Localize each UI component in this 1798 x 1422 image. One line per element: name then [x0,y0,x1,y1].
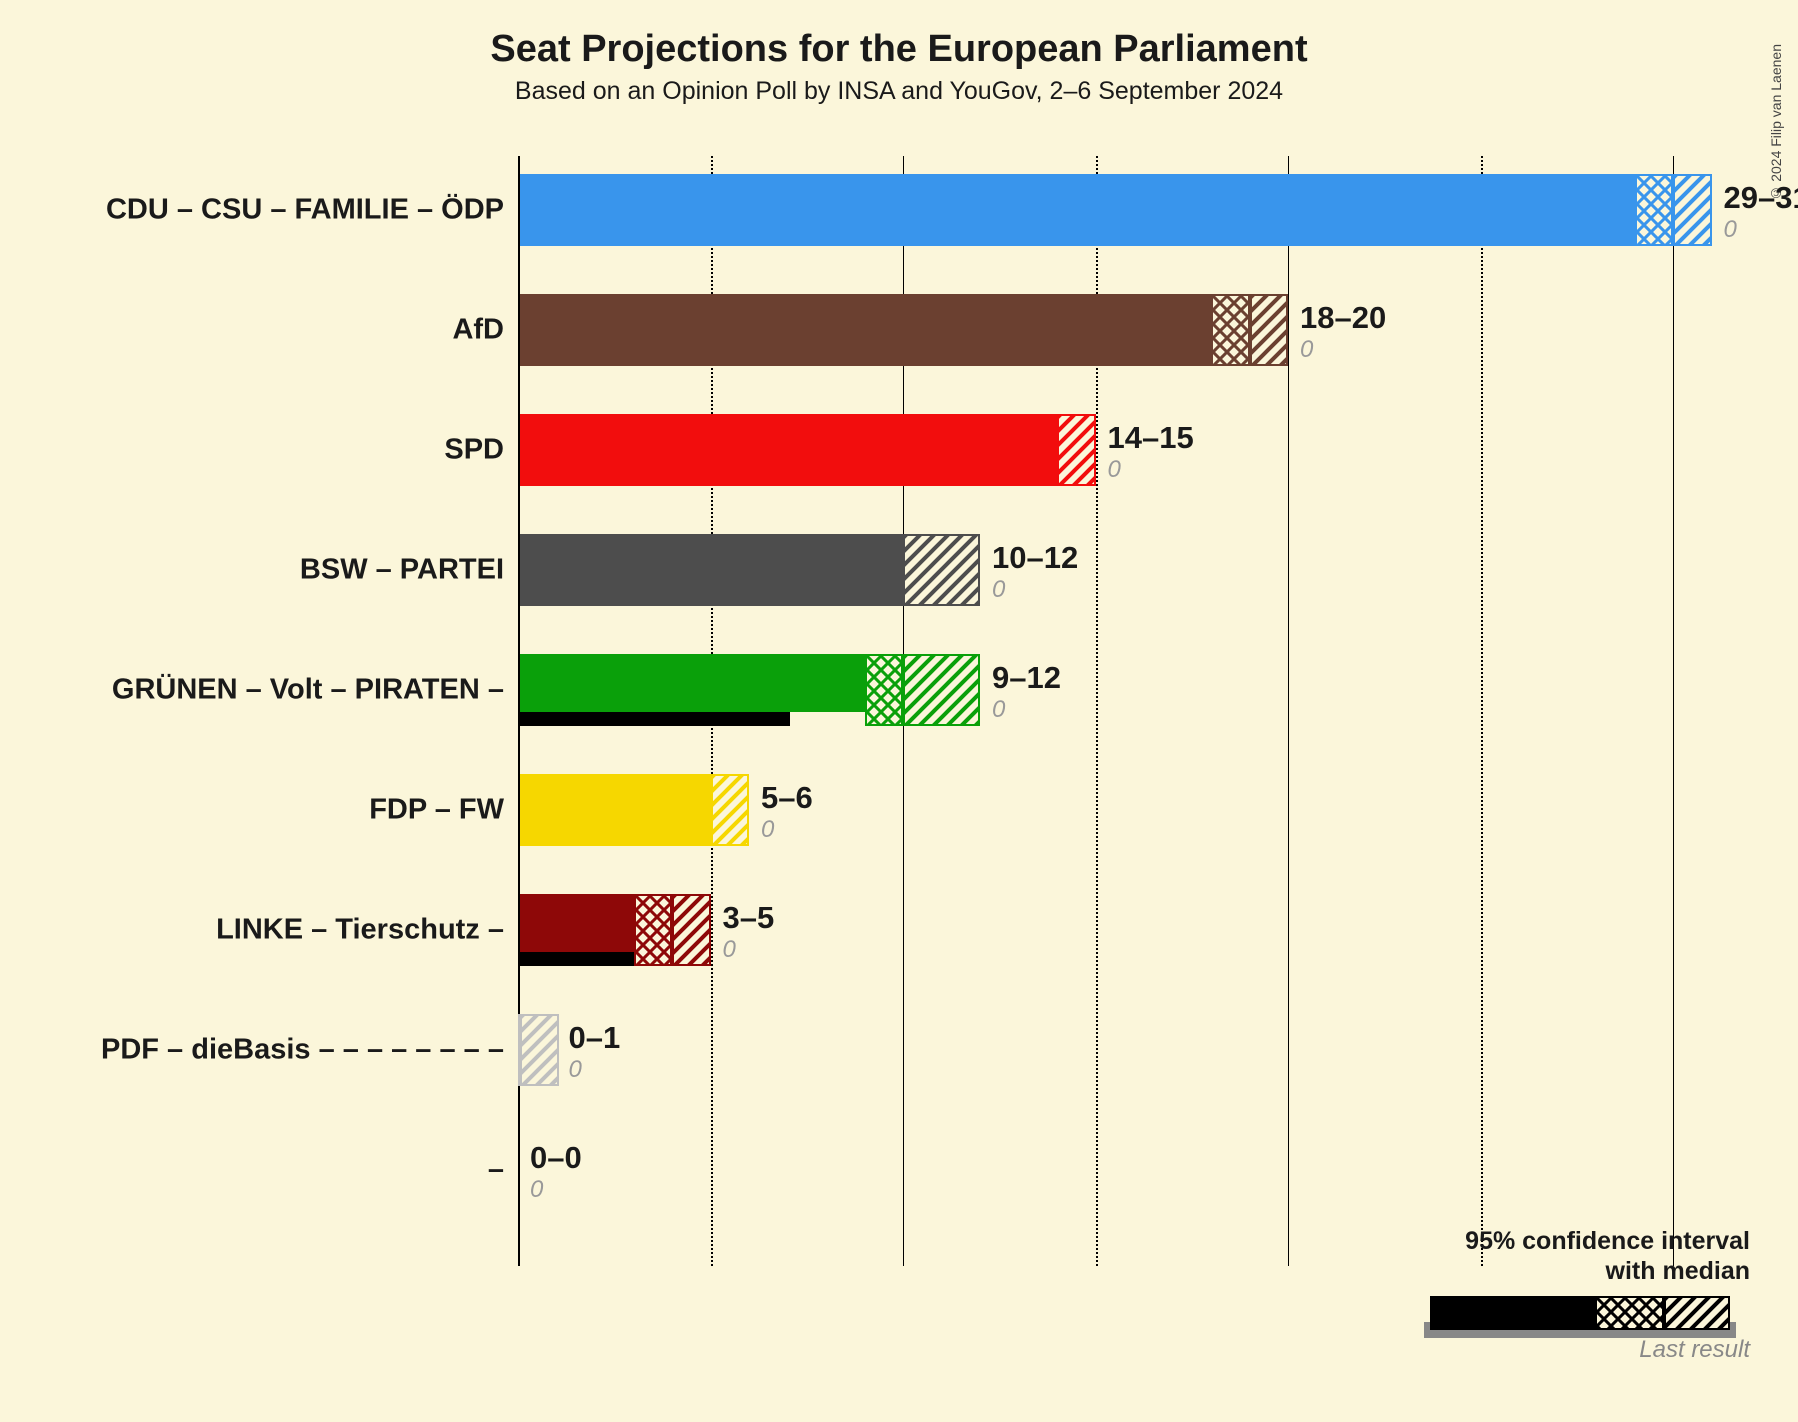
party-row: GRÜNEN – Volt – PIRATEN – 9–120 [0,654,1798,726]
party-row: SPD 14–150 [0,414,1798,486]
seat-prev-label: 0 [1300,336,1313,364]
bar-diagonal [672,894,711,966]
last-result-bar [520,952,636,966]
party-row: FDP – FW 5–60 [0,774,1798,846]
legend-bar-cross [1595,1296,1664,1330]
bar-diagonal [711,774,750,846]
bar-solid [520,294,1213,366]
legend: 95% confidence interval with median Last… [1430,1226,1750,1364]
seat-range-label: 3–5 [723,900,775,936]
seat-prev-label: 0 [569,1056,582,1084]
party-row: CDU – CSU – FAMILIE – ÖDP 29–310 [0,174,1798,246]
party-label: AfD [0,314,504,347]
bar-diagonal [1673,174,1712,246]
legend-title-line2: with median [1606,1257,1750,1285]
seat-range-label: 18–20 [1300,300,1386,336]
party-label: LINKE – Tierschutz – [0,914,504,947]
party-label: BSW – PARTEI [0,554,504,587]
seat-projection-chart: CDU – CSU – FAMILIE – ÖDP29–310AfD18–200… [0,156,1798,1356]
legend-bar-solid [1430,1296,1595,1330]
seat-range-label: 9–12 [992,660,1061,696]
bar-diagonal [1250,294,1289,366]
party-label: SPD [0,434,504,467]
bar-crosshatch [1635,174,1674,246]
seat-prev-label: 0 [992,576,1005,604]
party-row: AfD 18–200 [0,294,1798,366]
seat-prev-label: 0 [530,1176,543,1204]
seat-range-label: 0–1 [569,1020,621,1056]
bar-diagonal [903,654,980,726]
chart-title: Seat Projections for the European Parlia… [0,28,1798,71]
bar-diagonal [1057,414,1096,486]
seat-range-label: 0–0 [530,1140,582,1176]
legend-title: 95% confidence interval with median [1430,1226,1750,1286]
legend-last-result: Last result [1430,1336,1750,1364]
party-label: PDF – dieBasis – – – – – – – – [0,1034,504,1067]
seat-range-label: 5–6 [761,780,813,816]
party-label: – [0,1154,504,1187]
seat-prev-label: 0 [1724,216,1737,244]
bar-crosshatch [865,654,904,726]
bar-solid [520,894,636,952]
bar-solid [520,774,713,846]
bar-diagonal [520,1014,559,1086]
party-row: LINKE – Tierschutz – 3–50 [0,894,1798,966]
bar-diagonal [903,534,980,606]
party-row: PDF – dieBasis – – – – – – – – 0–10 [0,1014,1798,1086]
seat-prev-label: 0 [992,696,1005,724]
last-result-bar [520,712,790,726]
bar-solid [520,414,1059,486]
bar-solid [520,654,867,712]
party-row: BSW – PARTEI 10–120 [0,534,1798,606]
party-label: CDU – CSU – FAMILIE – ÖDP [0,194,504,227]
bar-solid [520,174,1637,246]
seat-range-label: 29–31 [1724,180,1798,216]
legend-title-line1: 95% confidence interval [1465,1227,1750,1255]
bar-crosshatch [1211,294,1250,366]
legend-sample-bar [1430,1296,1750,1330]
seat-prev-label: 0 [761,816,774,844]
seat-prev-label: 0 [1108,456,1121,484]
chart-subtitle: Based on an Opinion Poll by INSA and You… [0,77,1798,106]
legend-bar-diag [1664,1296,1730,1330]
seat-prev-label: 0 [723,936,736,964]
party-label: GRÜNEN – Volt – PIRATEN – [0,674,504,707]
party-row: –0–00 [0,1134,1798,1206]
party-label: FDP – FW [0,794,504,827]
seat-range-label: 10–12 [992,540,1078,576]
bar-crosshatch [634,894,673,966]
bar-solid [520,534,905,606]
seat-range-label: 14–15 [1108,420,1194,456]
